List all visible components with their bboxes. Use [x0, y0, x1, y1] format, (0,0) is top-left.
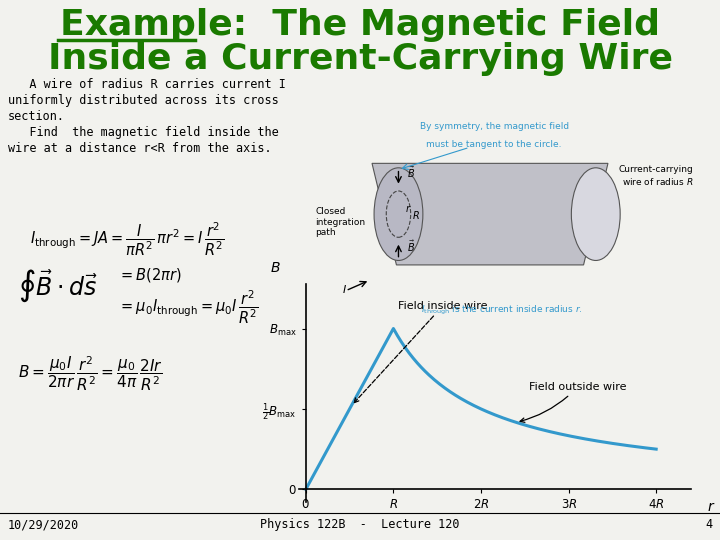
- Text: must be tangent to the circle.: must be tangent to the circle.: [426, 140, 562, 149]
- Text: Find  the magnetic field inside the: Find the magnetic field inside the: [8, 126, 279, 139]
- Ellipse shape: [374, 168, 423, 260]
- Text: Field inside wire: Field inside wire: [354, 301, 487, 403]
- Text: $B = \dfrac{\mu_0 I}{2\pi r}\,\dfrac{r^2}{R^2} = \dfrac{\mu_0}{4\pi}\,\dfrac{2Ir: $B = \dfrac{\mu_0 I}{2\pi r}\,\dfrac{r^2…: [18, 355, 163, 394]
- Text: $\vec{B}$: $\vec{B}$: [407, 239, 415, 254]
- Text: wire at a distance r<R from the axis.: wire at a distance r<R from the axis.: [8, 142, 271, 155]
- Polygon shape: [372, 163, 608, 265]
- Text: A wire of radius R carries current I: A wire of radius R carries current I: [8, 78, 286, 91]
- Text: $I_{\rm through} = JA = \dfrac{I}{\pi R^2}\,\pi r^2 = I\,\dfrac{r^2}{R^2}$: $I_{\rm through} = JA = \dfrac{I}{\pi R^…: [30, 220, 225, 258]
- Text: By symmetry, the magnetic field: By symmetry, the magnetic field: [420, 123, 569, 131]
- X-axis label: $r$: $r$: [706, 500, 715, 514]
- Text: $\oint \vec{B}\cdot d\vec{s}$: $\oint \vec{B}\cdot d\vec{s}$: [18, 268, 98, 305]
- Text: $I$: $I$: [341, 284, 346, 295]
- Text: $I_{\rm through}$ is the current inside radius $r$.: $I_{\rm through}$ is the current inside …: [421, 304, 583, 317]
- Text: section.: section.: [8, 110, 65, 123]
- Text: $r$: $r$: [405, 204, 412, 214]
- Text: $\vec{B}$: $\vec{B}$: [407, 164, 415, 180]
- Text: $= \mu_0 I_{\rm through} = \mu_0 I\,\dfrac{r^2}{R^2}$: $= \mu_0 I_{\rm through} = \mu_0 I\,\dfr…: [118, 288, 258, 326]
- Text: Example:  The Magnetic Field: Example: The Magnetic Field: [60, 8, 660, 42]
- Text: Current-carrying
wire of radius $R$: Current-carrying wire of radius $R$: [618, 165, 693, 187]
- Text: Closed
integration
path: Closed integration path: [315, 207, 365, 237]
- Text: Inside a Current-Carrying Wire: Inside a Current-Carrying Wire: [48, 42, 672, 76]
- Text: $R$: $R$: [412, 210, 420, 221]
- Ellipse shape: [572, 168, 620, 260]
- Text: 4: 4: [705, 518, 712, 531]
- Text: Field outside wire: Field outside wire: [520, 382, 626, 422]
- Text: 10/29/2020: 10/29/2020: [8, 518, 79, 531]
- Y-axis label: $B$: $B$: [270, 261, 281, 275]
- Text: uniformly distributed across its cross: uniformly distributed across its cross: [8, 94, 279, 107]
- Text: $= B(2\pi r)$: $= B(2\pi r)$: [118, 266, 182, 284]
- Text: Physics 122B  -  Lecture 120: Physics 122B - Lecture 120: [260, 518, 460, 531]
